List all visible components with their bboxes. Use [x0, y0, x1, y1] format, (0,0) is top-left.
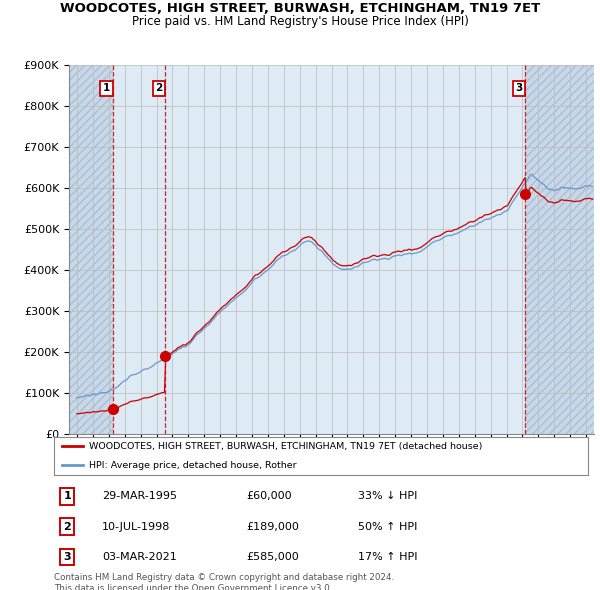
Text: 10-JUL-1998: 10-JUL-1998	[102, 522, 170, 532]
Text: 1: 1	[103, 83, 110, 93]
Text: £60,000: £60,000	[246, 491, 292, 502]
Text: 33% ↓ HPI: 33% ↓ HPI	[358, 491, 418, 502]
Text: HPI: Average price, detached house, Rother: HPI: Average price, detached house, Roth…	[89, 461, 296, 470]
Text: 1: 1	[64, 491, 71, 502]
Bar	[113, 65, 525, 434]
Text: WOODCOTES, HIGH STREET, BURWASH, ETCHINGHAM, TN19 7ET: WOODCOTES, HIGH STREET, BURWASH, ETCHING…	[60, 2, 540, 15]
Text: £585,000: £585,000	[246, 552, 299, 562]
Bar	[69, 65, 113, 434]
Text: Contains HM Land Registry data © Crown copyright and database right 2024.
This d: Contains HM Land Registry data © Crown c…	[54, 573, 394, 590]
Text: Price paid vs. HM Land Registry's House Price Index (HPI): Price paid vs. HM Land Registry's House …	[131, 15, 469, 28]
Text: 2: 2	[155, 83, 163, 93]
Text: 17% ↑ HPI: 17% ↑ HPI	[358, 552, 418, 562]
Text: WOODCOTES, HIGH STREET, BURWASH, ETCHINGHAM, TN19 7ET (detached house): WOODCOTES, HIGH STREET, BURWASH, ETCHING…	[89, 442, 482, 451]
Text: 03-MAR-2021: 03-MAR-2021	[102, 552, 177, 562]
Bar	[525, 65, 594, 434]
Text: 3: 3	[64, 552, 71, 562]
Text: 29-MAR-1995: 29-MAR-1995	[102, 491, 177, 502]
Text: £189,000: £189,000	[246, 522, 299, 532]
Text: 3: 3	[515, 83, 523, 93]
Text: 2: 2	[64, 522, 71, 532]
Text: 50% ↑ HPI: 50% ↑ HPI	[358, 522, 418, 532]
